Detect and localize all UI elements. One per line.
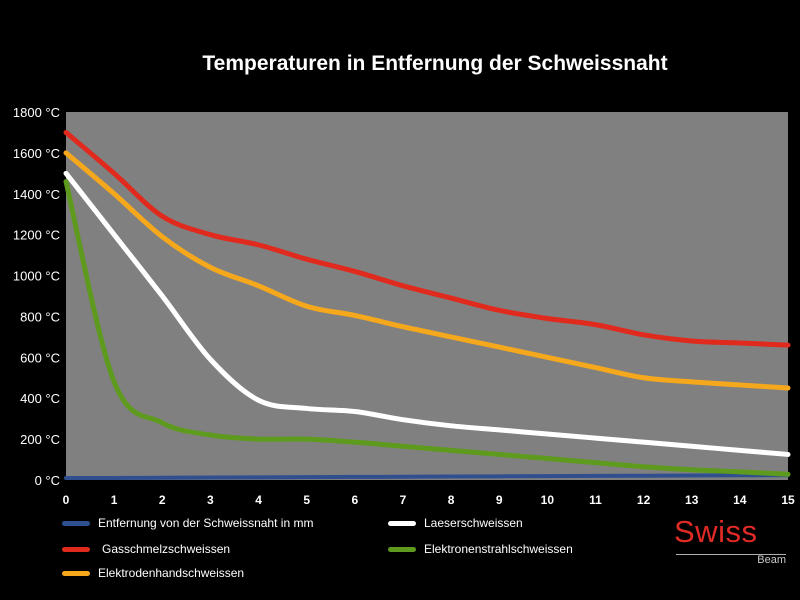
y-tick-label: 1800 °C xyxy=(13,105,60,120)
y-tick-label: 0 °C xyxy=(35,473,60,488)
x-tick-label: 6 xyxy=(351,493,358,507)
y-tick-label: 1600 °C xyxy=(13,146,60,161)
legend-label-electron: Elektronenstrahlschweissen xyxy=(424,542,573,556)
x-tick-label: 3 xyxy=(207,493,214,507)
y-tick-label: 600 °C xyxy=(20,350,60,365)
x-tick-label: 7 xyxy=(400,493,407,507)
x-tick-label: 15 xyxy=(781,493,795,507)
legend-swatch-electron xyxy=(388,546,416,552)
x-tick-label: 2 xyxy=(159,493,166,507)
x-tick-label: 4 xyxy=(255,493,262,507)
logo-rule xyxy=(676,554,786,555)
y-tick-label: 400 °C xyxy=(20,391,60,406)
legend-label-gas: Gasschmelzschweissen xyxy=(102,542,231,556)
legend-swatch-distance xyxy=(62,520,90,526)
x-tick-label: 14 xyxy=(733,493,747,507)
legend-item-electrode: Elektrodenhandschweissen xyxy=(62,566,244,580)
y-tick-label: 1000 °C xyxy=(13,269,60,284)
y-tick-label: 800 °C xyxy=(20,309,60,324)
legend-label-laser: Laeserschweissen xyxy=(424,516,523,530)
swissbeam-logo: Swiss Beam xyxy=(672,514,794,566)
legend-item-electron: Elektronenstrahlschweissen xyxy=(388,542,573,556)
series-line-distance xyxy=(64,473,790,480)
legend-item-distance: Entfernung von der Schweissnaht in mm xyxy=(62,516,313,530)
logo-sub-text: Beam xyxy=(757,554,786,566)
legend-item-laser: Laeserschweissen xyxy=(388,516,523,530)
series-line-gas xyxy=(63,129,791,348)
legend-swatch-electrode xyxy=(62,570,90,576)
x-tick-label: 8 xyxy=(448,493,455,507)
legend-item-gas: Gasschmelzschweissen xyxy=(62,542,230,556)
legend-swatch-laser xyxy=(388,520,416,526)
legend-label-electrode: Elektrodenhandschweissen xyxy=(98,566,245,580)
x-tick-label: 11 xyxy=(589,493,602,507)
y-tick-label: 1200 °C xyxy=(13,228,60,243)
chart-title: Temperaturen in Entfernung der Schweissn… xyxy=(202,52,668,75)
x-tick-label: 1 xyxy=(111,493,118,507)
x-tick-label: 13 xyxy=(685,493,699,507)
series-line-laser xyxy=(63,170,791,457)
x-tick-label: 0 xyxy=(63,493,70,507)
x-tick-label: 9 xyxy=(496,493,503,507)
legend-label-distance: Entfernung von der Schweissnaht in mm xyxy=(98,516,314,530)
x-tick-label: 12 xyxy=(637,493,651,507)
plot-area xyxy=(66,112,788,480)
x-tick-label: 5 xyxy=(303,493,310,507)
y-tick-label: 200 °C xyxy=(20,432,60,447)
logo-brand-text: Swiss xyxy=(674,514,758,549)
x-tick-label: 10 xyxy=(541,493,555,507)
series-line-electrode xyxy=(63,150,791,391)
legend-swatch-gas xyxy=(62,546,90,552)
y-tick-label: 1400 °C xyxy=(13,187,60,202)
series-line-electron xyxy=(63,179,791,477)
